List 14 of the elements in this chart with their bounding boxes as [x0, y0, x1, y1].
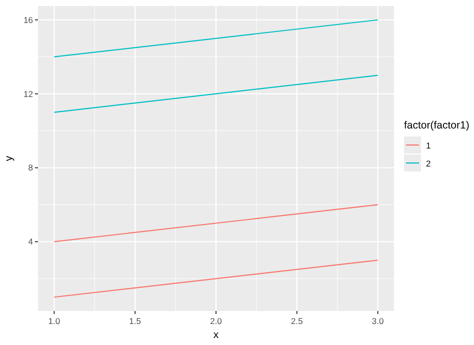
- legend-label: 1: [426, 140, 431, 150]
- y-tick-label: 12: [24, 88, 34, 99]
- y-tick-label: 4: [28, 236, 34, 247]
- x-tick-label: 2.0: [210, 316, 222, 326]
- y-axis-title: y: [3, 155, 15, 162]
- x-axis-title: x: [213, 329, 220, 341]
- y-tick-label: 8: [28, 162, 34, 173]
- x-tick-label: 1.0: [48, 316, 60, 326]
- x-tick-label: 1.5: [129, 316, 142, 326]
- x-tick-label: 2.5: [290, 316, 304, 326]
- y-tick-label: 16: [24, 14, 34, 25]
- legend-label: 2: [426, 158, 431, 168]
- x-tick-label: 3.0: [372, 316, 384, 326]
- legend-title: factor(factor1): [404, 120, 470, 132]
